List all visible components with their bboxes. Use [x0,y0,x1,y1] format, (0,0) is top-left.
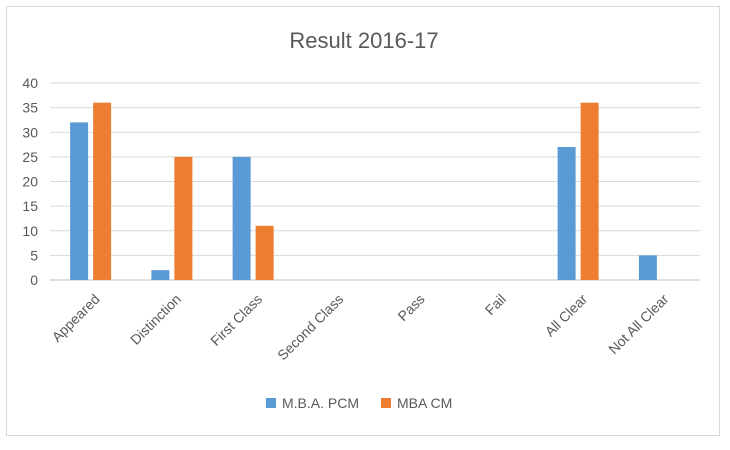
x-tick-label: Pass [394,291,427,324]
bar-mba-pcm-all-clear [557,147,576,280]
legend-swatch [381,398,391,408]
y-tick-label: 20 [22,174,38,190]
x-tick-label: All Clear [542,291,591,340]
legend-label: M.B.A. PCM [282,395,359,411]
x-tick-label: Second Class [274,291,346,363]
x-tick-label: Distinction [127,291,184,348]
bar-mba-cm-all-clear [580,102,599,280]
bar-mba-cm-appeared [93,102,112,280]
y-tick-label: 25 [22,149,38,165]
x-axis-ticks: Appeared Distinction First Class Second Cla… [48,291,671,364]
bar-mba-pcm-not-all-clear [638,255,657,280]
bar-mba-pcm-appeared [70,122,89,281]
legend: M.B.A. PCM MBA CM [266,395,452,411]
y-tick-label: 15 [22,198,38,214]
y-tick-label: 10 [22,223,38,239]
y-axis-ticks: 0 5 10 15 20 25 30 35 40 [22,75,38,288]
y-tick-label: 0 [30,272,38,288]
bar-mba-cm-distinction [174,156,193,280]
gridlines [50,82,700,281]
bar-mba-cm-first-class [255,225,274,280]
y-tick-label: 5 [30,247,38,263]
bars [70,102,657,281]
y-tick-label: 40 [22,75,38,91]
legend-label: MBA CM [397,395,452,411]
x-tick-label: Not All Clear [605,291,672,358]
bar-mba-pcm-distinction [151,270,170,280]
y-tick-label: 35 [22,100,38,116]
chart-frame [6,6,720,436]
chart-title: Result 2016-17 [289,28,438,53]
x-tick-label: Appeared [48,291,102,345]
bar-mba-pcm-first-class [232,156,251,280]
x-tick-label: First Class [207,291,265,349]
legend-swatch [266,398,276,408]
y-tick-label: 30 [22,124,38,140]
x-tick-label: Fail [482,291,509,318]
